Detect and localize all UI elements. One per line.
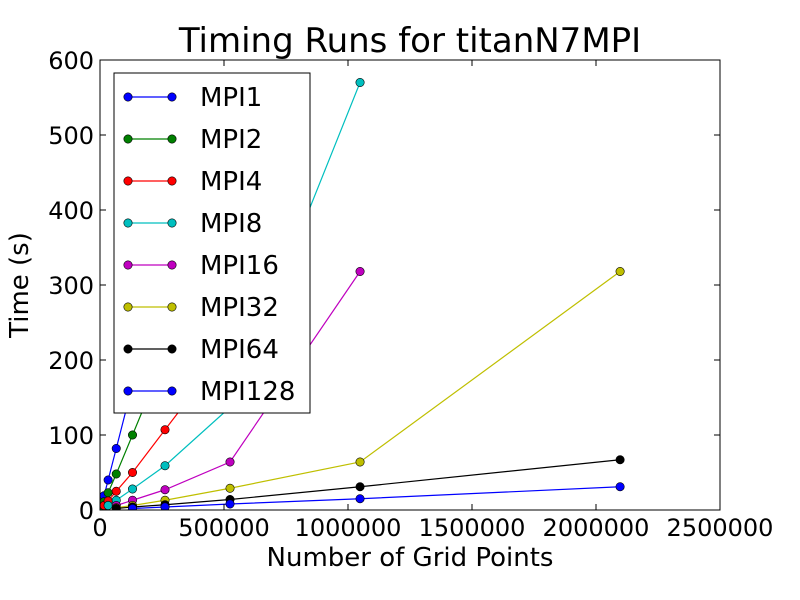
legend-entry-mpi1: MPI1 <box>123 83 262 113</box>
legend-marker <box>167 344 177 354</box>
legend-marker <box>167 302 177 312</box>
data-point-mpi8 <box>103 500 113 510</box>
plot-frame <box>99 59 721 511</box>
data-point-mpi4 <box>160 425 170 435</box>
y-tick-label: 100 <box>48 422 94 450</box>
x-tick-label: 2500000 <box>667 514 774 542</box>
x-tick-label: 0 <box>92 514 107 542</box>
legend-label: MPI128 <box>200 377 295 407</box>
data-point-mpi16 <box>225 457 235 467</box>
legend-marker <box>123 218 133 228</box>
legend-entry-mpi4: MPI4 <box>123 167 262 197</box>
x-tick-label: 1500000 <box>419 514 526 542</box>
data-point-mpi8 <box>355 78 365 88</box>
data-point-mpi64 <box>615 455 625 465</box>
x-tick-label: 500000 <box>178 514 270 542</box>
legend-label: MPI32 <box>200 293 279 323</box>
legend-marker <box>123 302 133 312</box>
legend-entry-mpi32: MPI32 <box>123 293 279 323</box>
y-tick-label: 0 <box>79 497 94 525</box>
legend-label: MPI4 <box>200 167 262 197</box>
data-point-mpi128 <box>128 504 138 510</box>
y-tick-label: 400 <box>48 197 94 225</box>
data-point-mpi1 <box>103 475 113 485</box>
legend-box <box>113 72 311 414</box>
y-tick-label: 600 <box>48 47 94 75</box>
data-point-mpi128 <box>355 494 365 504</box>
data-point-mpi2 <box>128 430 138 440</box>
data-point-mpi128 <box>160 502 170 510</box>
chart-title: Timing Runs for titanN7MPI <box>178 21 641 61</box>
data-point-mpi64 <box>111 504 121 510</box>
data-point-mpi2 <box>103 488 113 498</box>
x-tick-label: 2000000 <box>543 514 650 542</box>
y-tick-label: 500 <box>48 122 94 150</box>
data-point-mpi64 <box>355 482 365 492</box>
y-tick-label: 300 <box>48 272 94 300</box>
data-point-mpi4 <box>128 467 138 477</box>
data-point-mpi128 <box>615 482 625 492</box>
legend-marker <box>167 92 177 102</box>
legend-marker <box>167 176 177 186</box>
data-point-mpi16 <box>355 266 365 276</box>
legend-marker <box>167 260 177 270</box>
legend: MPI1 MPI2 MPI4 MPI8 MPI16 MPI32 MPI64 MPI128 <box>113 72 311 414</box>
legend-label: MPI8 <box>200 209 262 239</box>
data-point-mpi1 <box>111 443 121 453</box>
x-axis-title: Number of Grid Points <box>267 543 554 573</box>
legend-entry-mpi2: MPI2 <box>123 125 262 155</box>
data-point-mpi32 <box>225 483 235 493</box>
data-point-mpi8 <box>128 484 138 494</box>
series-mpi128 <box>128 482 625 510</box>
legend-label: MPI1 <box>200 83 262 113</box>
legend-entry-mpi128: MPI128 <box>123 377 295 407</box>
legend-label: MPI64 <box>200 335 279 365</box>
data-point-mpi128 <box>225 499 235 509</box>
data-point-mpi4 <box>111 486 121 496</box>
legend-marker <box>167 386 177 396</box>
data-point-mpi16 <box>160 485 170 495</box>
data-point-mpi2 <box>111 469 121 479</box>
legend-marker <box>167 134 177 144</box>
y-axis-title: Time (s) <box>5 232 35 339</box>
legend-marker <box>167 218 177 228</box>
legend-marker <box>123 386 133 396</box>
legend-entry-mpi8: MPI8 <box>123 209 262 239</box>
y-tick-label: 200 <box>48 347 94 375</box>
legend-marker <box>123 344 133 354</box>
legend-entry-mpi16: MPI16 <box>123 251 279 281</box>
legend-label: MPI16 <box>200 251 279 281</box>
legend-marker <box>123 260 133 270</box>
legend-label: MPI2 <box>200 125 262 155</box>
legend-marker <box>123 134 133 144</box>
legend-marker <box>123 176 133 186</box>
x-tick-label: 1000000 <box>295 514 402 542</box>
legend-marker <box>123 92 133 102</box>
legend-entry-mpi64: MPI64 <box>123 335 279 365</box>
data-point-mpi32 <box>355 457 365 467</box>
data-point-mpi32 <box>615 266 625 276</box>
data-point-mpi8 <box>160 461 170 471</box>
